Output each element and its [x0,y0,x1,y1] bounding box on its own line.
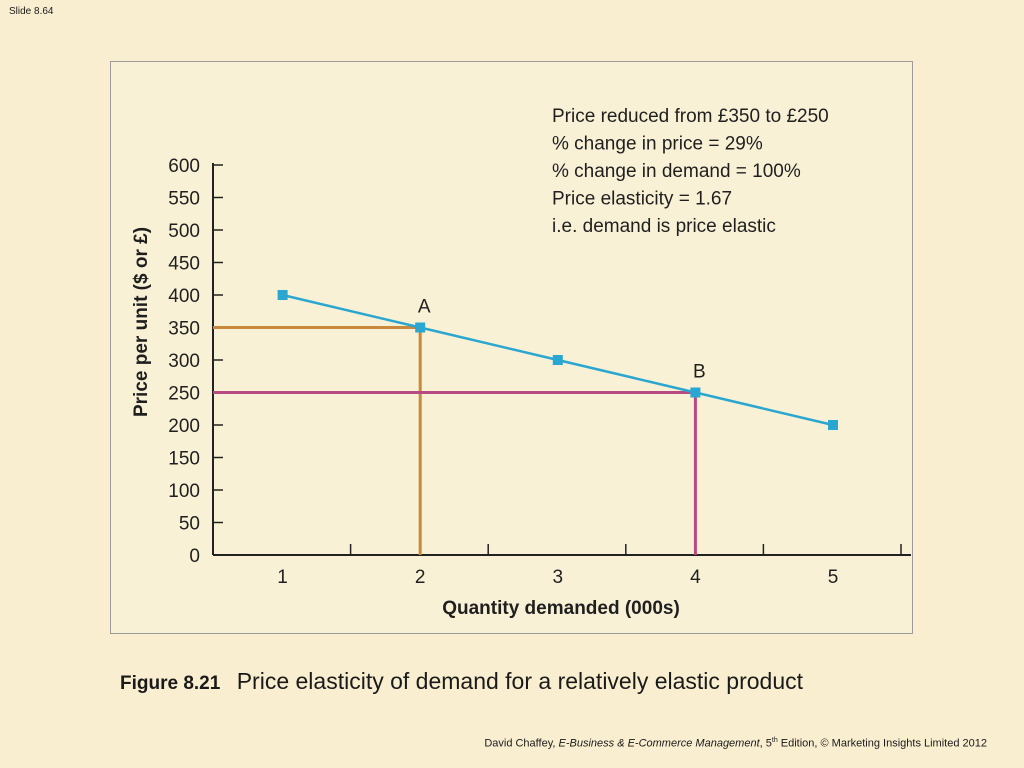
figure-caption: Figure 8.21 Price elasticity of demand f… [120,668,803,695]
footer-edition-pre: , 5 [759,737,772,750]
y-tick-label: 500 [168,221,200,242]
x-tick-label: 5 [828,567,839,588]
demand-point [552,355,563,365]
x-tick-label: 1 [277,567,288,588]
y-tick-label: 300 [168,351,200,372]
annotation-line: Price elasticity = 1.67 [552,189,732,210]
point-label-a: A [418,297,431,318]
price-elasticity-chart: 0 50 100 150 200 250 300 350 400 450 500 550 600 1 2 3 4… [131,106,911,619]
annotation-line: i.e. demand is price elastic [552,216,776,237]
point-label-b: B [693,362,706,383]
figure-title: Price elasticity of demand for a relativ… [236,668,804,694]
annotation-line: % change in price = 29% [552,134,763,155]
x-tick-label: 3 [553,567,564,588]
demand-point [415,322,426,333]
footer-author: David Chaffey, [484,737,559,750]
footer-edition-sup: th [771,737,778,744]
y-tick-label: 200 [168,416,200,437]
y-tick-label: 400 [168,286,200,307]
x-axis-title: Quantity demanded (000s) [442,598,680,619]
y-tick-label: 50 [179,514,200,535]
y-tick-label: 250 [168,384,200,405]
y-axis-title: Price per unit ($ or £) [131,227,152,417]
demand-point [828,420,838,430]
annotation-line: Price reduced from £350 to £250 [552,106,829,127]
y-tick-label: 100 [168,481,200,502]
y-tick-label: 450 [168,254,200,275]
demand-point [277,290,288,300]
y-tick-label: 150 [168,449,200,470]
y-tick-label: 350 [168,319,200,340]
annotation-line: % change in demand = 100% [552,161,801,182]
slide-number: Slide 8.64 [9,6,54,17]
footer-edition-post: Edition, © Marketing Insights Limited 20… [777,737,987,750]
x-tick-label: 2 [415,567,426,588]
demand-point [690,387,701,398]
chart-panel: 0 50 100 150 200 250 300 350 400 450 500 550 600 1 2 3 4… [110,61,913,634]
y-tick-label: 0 [189,546,200,567]
y-tick-label: 550 [168,189,200,210]
y-tick-label: 600 [168,156,200,177]
figure-number: Figure 8.21 [120,673,221,694]
footer-book-title: E-Business & E-Commerce Management [558,737,760,750]
footer-credit: David Chaffey, E-Business & E-Commerce M… [484,737,987,750]
x-tick-label: 4 [690,567,701,588]
